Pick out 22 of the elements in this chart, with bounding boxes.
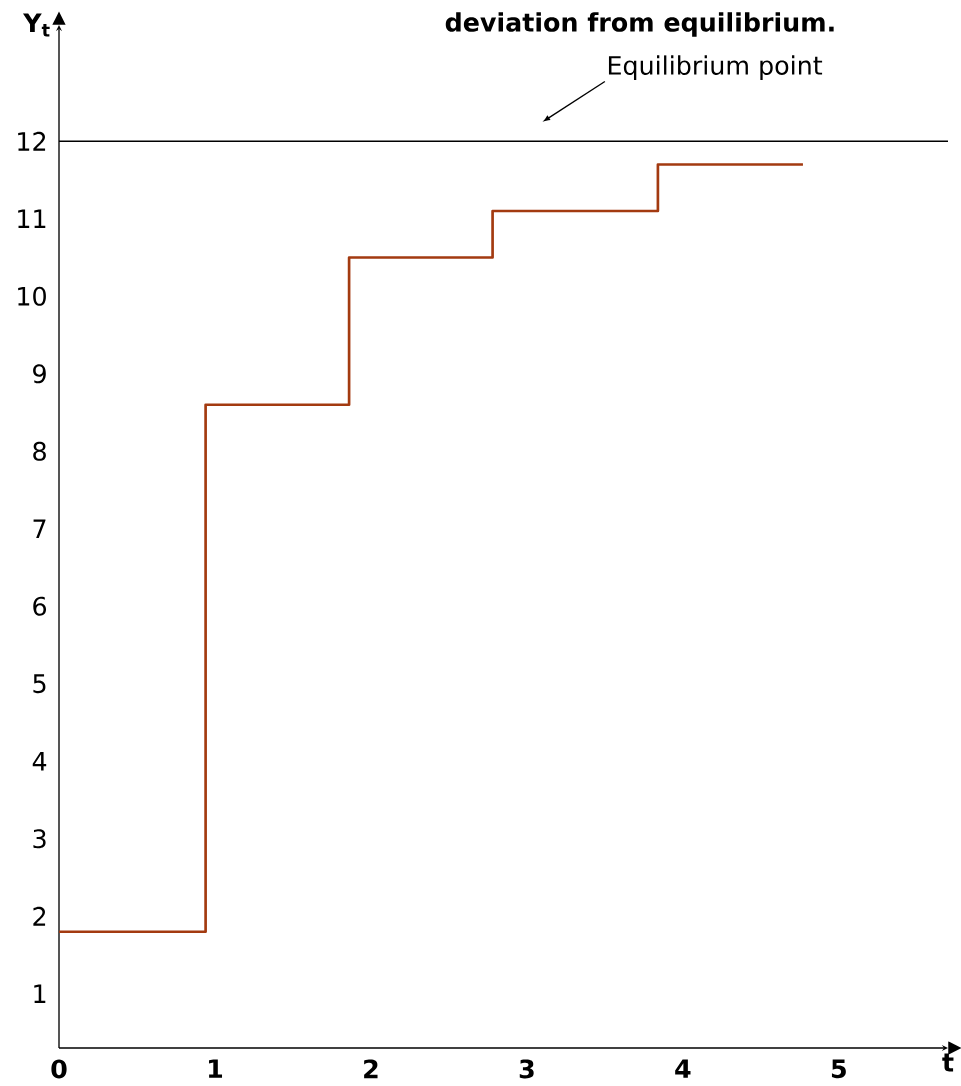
- y-tick-label: 10: [18, 286, 46, 306]
- y-tick-label: 7: [33, 519, 46, 538]
- y-tick-label: 11: [18, 209, 46, 228]
- y-tick-label: 12: [18, 131, 46, 151]
- y-tick-label: 2: [33, 906, 46, 926]
- y-tick-label: 4: [32, 752, 47, 771]
- y-tick-label: 5: [33, 674, 46, 694]
- x-tick-label: 3: [519, 1059, 534, 1079]
- x-tick-label: 1: [209, 1059, 223, 1078]
- y-axis-title: Y$_{t}$: [22, 13, 50, 37]
- x-tick-label: 0: [51, 1059, 67, 1079]
- ref-line-label: Equilibrium point: [608, 55, 823, 80]
- y-tick-label: 6: [33, 596, 47, 616]
- x-axis-title: t: [942, 1053, 954, 1072]
- x-tick-label: 2: [364, 1059, 378, 1079]
- y-tick-label: 8: [33, 441, 46, 461]
- y-tick-label: 1: [34, 984, 46, 1003]
- x-tick-label: 5: [831, 1059, 846, 1079]
- y-tick-label: 9: [33, 364, 46, 384]
- y-tick-label: 3: [33, 829, 46, 849]
- chart-title: deviation from equilibrium.: [445, 12, 834, 37]
- x-tick-label: 4: [675, 1059, 691, 1078]
